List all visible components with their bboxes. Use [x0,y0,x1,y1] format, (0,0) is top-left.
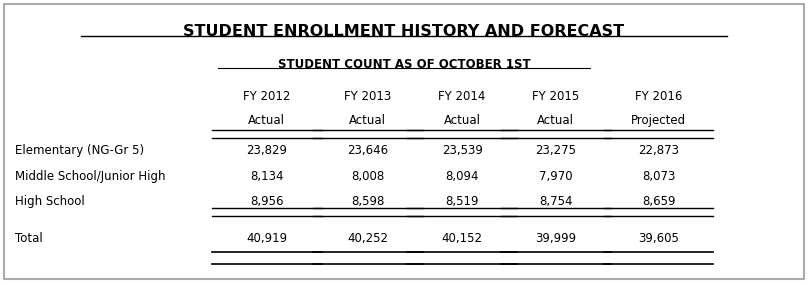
Text: 8,659: 8,659 [642,195,675,208]
Text: FY 2013: FY 2013 [344,90,391,103]
Text: 8,956: 8,956 [250,195,284,208]
Text: 7,970: 7,970 [539,170,573,183]
Text: 23,646: 23,646 [347,144,388,157]
Text: High School: High School [15,195,84,208]
Text: 8,754: 8,754 [539,195,573,208]
Text: FY 2016: FY 2016 [635,90,682,103]
Text: Total: Total [15,232,42,245]
Text: FY 2014: FY 2014 [439,90,486,103]
Text: STUDENT COUNT AS OF OCTOBER 1ST: STUDENT COUNT AS OF OCTOBER 1ST [278,58,530,72]
Text: 23,829: 23,829 [246,144,287,157]
Text: 8,134: 8,134 [250,170,284,183]
Text: 23,539: 23,539 [442,144,482,157]
Text: Actual: Actual [248,114,285,127]
Text: Actual: Actual [444,114,481,127]
Text: 40,252: 40,252 [347,232,388,245]
Text: 8,598: 8,598 [351,195,385,208]
Text: 8,094: 8,094 [445,170,479,183]
Text: FY 2012: FY 2012 [243,90,290,103]
Text: 22,873: 22,873 [638,144,679,157]
Text: 8,008: 8,008 [351,170,385,183]
Text: 8,073: 8,073 [642,170,675,183]
Text: 40,919: 40,919 [246,232,287,245]
Text: 40,152: 40,152 [442,232,482,245]
Text: 39,605: 39,605 [638,232,679,245]
Text: 8,519: 8,519 [445,195,479,208]
Text: FY 2015: FY 2015 [532,90,579,103]
Text: Actual: Actual [349,114,386,127]
Text: Middle School/Junior High: Middle School/Junior High [15,170,165,183]
Text: 39,999: 39,999 [536,232,576,245]
Text: Projected: Projected [631,114,686,127]
Text: Elementary (NG-Gr 5): Elementary (NG-Gr 5) [15,144,144,157]
Text: Actual: Actual [537,114,574,127]
Text: STUDENT ENROLLMENT HISTORY AND FORECAST: STUDENT ENROLLMENT HISTORY AND FORECAST [183,24,625,39]
Text: 23,275: 23,275 [536,144,576,157]
